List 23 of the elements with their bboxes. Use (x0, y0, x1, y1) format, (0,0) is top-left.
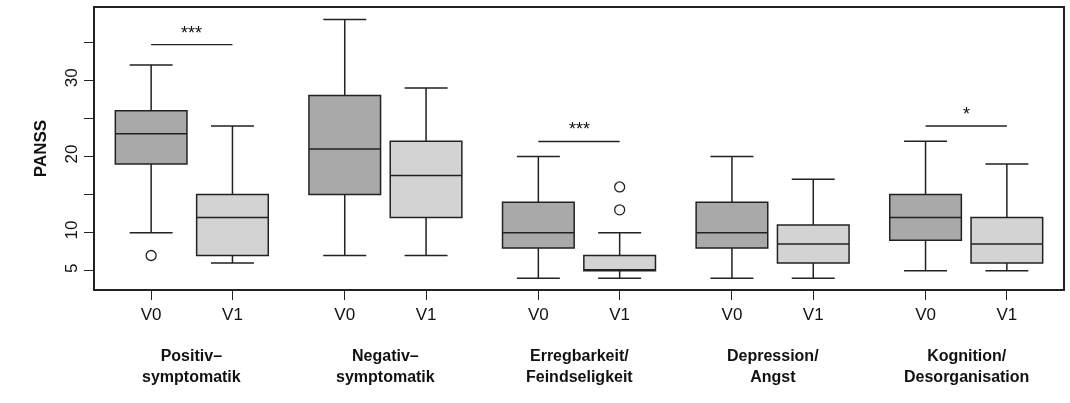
y-tick-label: 10 (62, 220, 82, 240)
text: V1 (415, 305, 437, 325)
text: V0 (334, 305, 356, 325)
annotation: * (963, 104, 971, 124)
legend-label: V0 (140, 305, 162, 325)
legend-label: V1 (222, 305, 243, 325)
text: V0 (721, 305, 743, 325)
x-tick-label: Kognition/ Desorganisation (904, 347, 1030, 385)
text: V0 (915, 305, 936, 325)
x-tick-label: Erregbarkeit/ Feindseligkeit (526, 347, 634, 385)
text: V0 (527, 305, 549, 325)
y-tick-label: 30 (62, 68, 82, 88)
y-axis-title: PANSS (30, 119, 50, 178)
x-tick-label: Positiv– symptomatik (142, 347, 241, 385)
y-tick-label: 20 (62, 144, 82, 164)
x-tick-label: Depression/ Angst (727, 347, 820, 385)
y-tick-label: 5 (62, 263, 82, 273)
text: V1 (996, 305, 1018, 325)
text: V1 (609, 305, 631, 325)
text: V1 (802, 305, 824, 325)
annotation: *** (569, 119, 591, 139)
annotation: *** (181, 23, 203, 43)
x-tick-label: Negativ– symptomatik (336, 347, 435, 385)
